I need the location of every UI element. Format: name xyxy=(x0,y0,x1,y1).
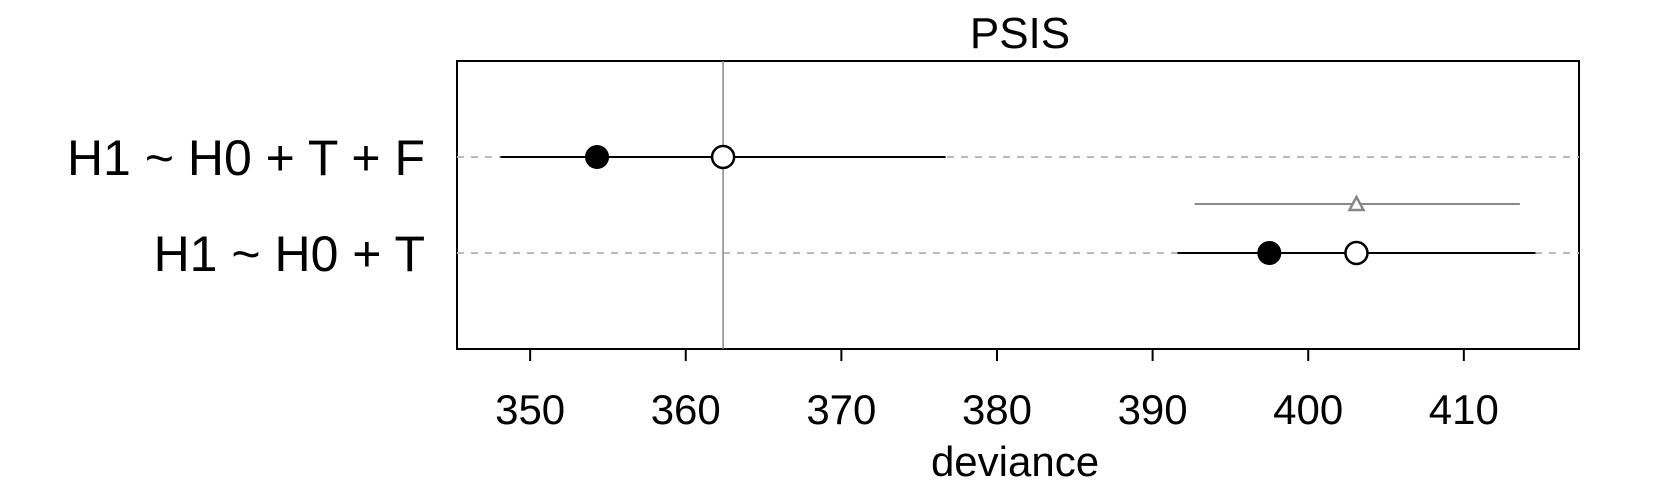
x-tick-label: 400 xyxy=(1273,386,1343,433)
x-axis-label: deviance xyxy=(931,438,1099,484)
in-sample-deviance-point xyxy=(1257,241,1282,265)
in-sample-deviance-point xyxy=(585,145,610,169)
x-tick-label: 370 xyxy=(806,386,876,433)
x-tick-label: 380 xyxy=(962,386,1032,433)
difference-point xyxy=(1347,194,1366,212)
x-tick-label: 350 xyxy=(495,386,565,433)
model-label: H1 ~ H0 + T xyxy=(154,226,425,282)
x-tick-label: 410 xyxy=(1429,386,1499,433)
x-tick-label: 360 xyxy=(651,386,721,433)
interval-layer xyxy=(500,156,1536,254)
marker-layer xyxy=(585,144,1369,266)
psis-point xyxy=(1344,240,1369,266)
chart-title: PSIS xyxy=(970,9,1070,58)
x-axis: 350 360 370 380 390 400 410 xyxy=(495,349,1499,433)
psis-point xyxy=(710,144,736,170)
x-tick-label: 390 xyxy=(1118,386,1188,433)
y-axis-labels: H1 ~ H0 + T + F H1 ~ H0 + T xyxy=(67,130,425,282)
plot-frame xyxy=(456,60,1580,350)
model-label: H1 ~ H0 + T + F xyxy=(67,130,425,186)
